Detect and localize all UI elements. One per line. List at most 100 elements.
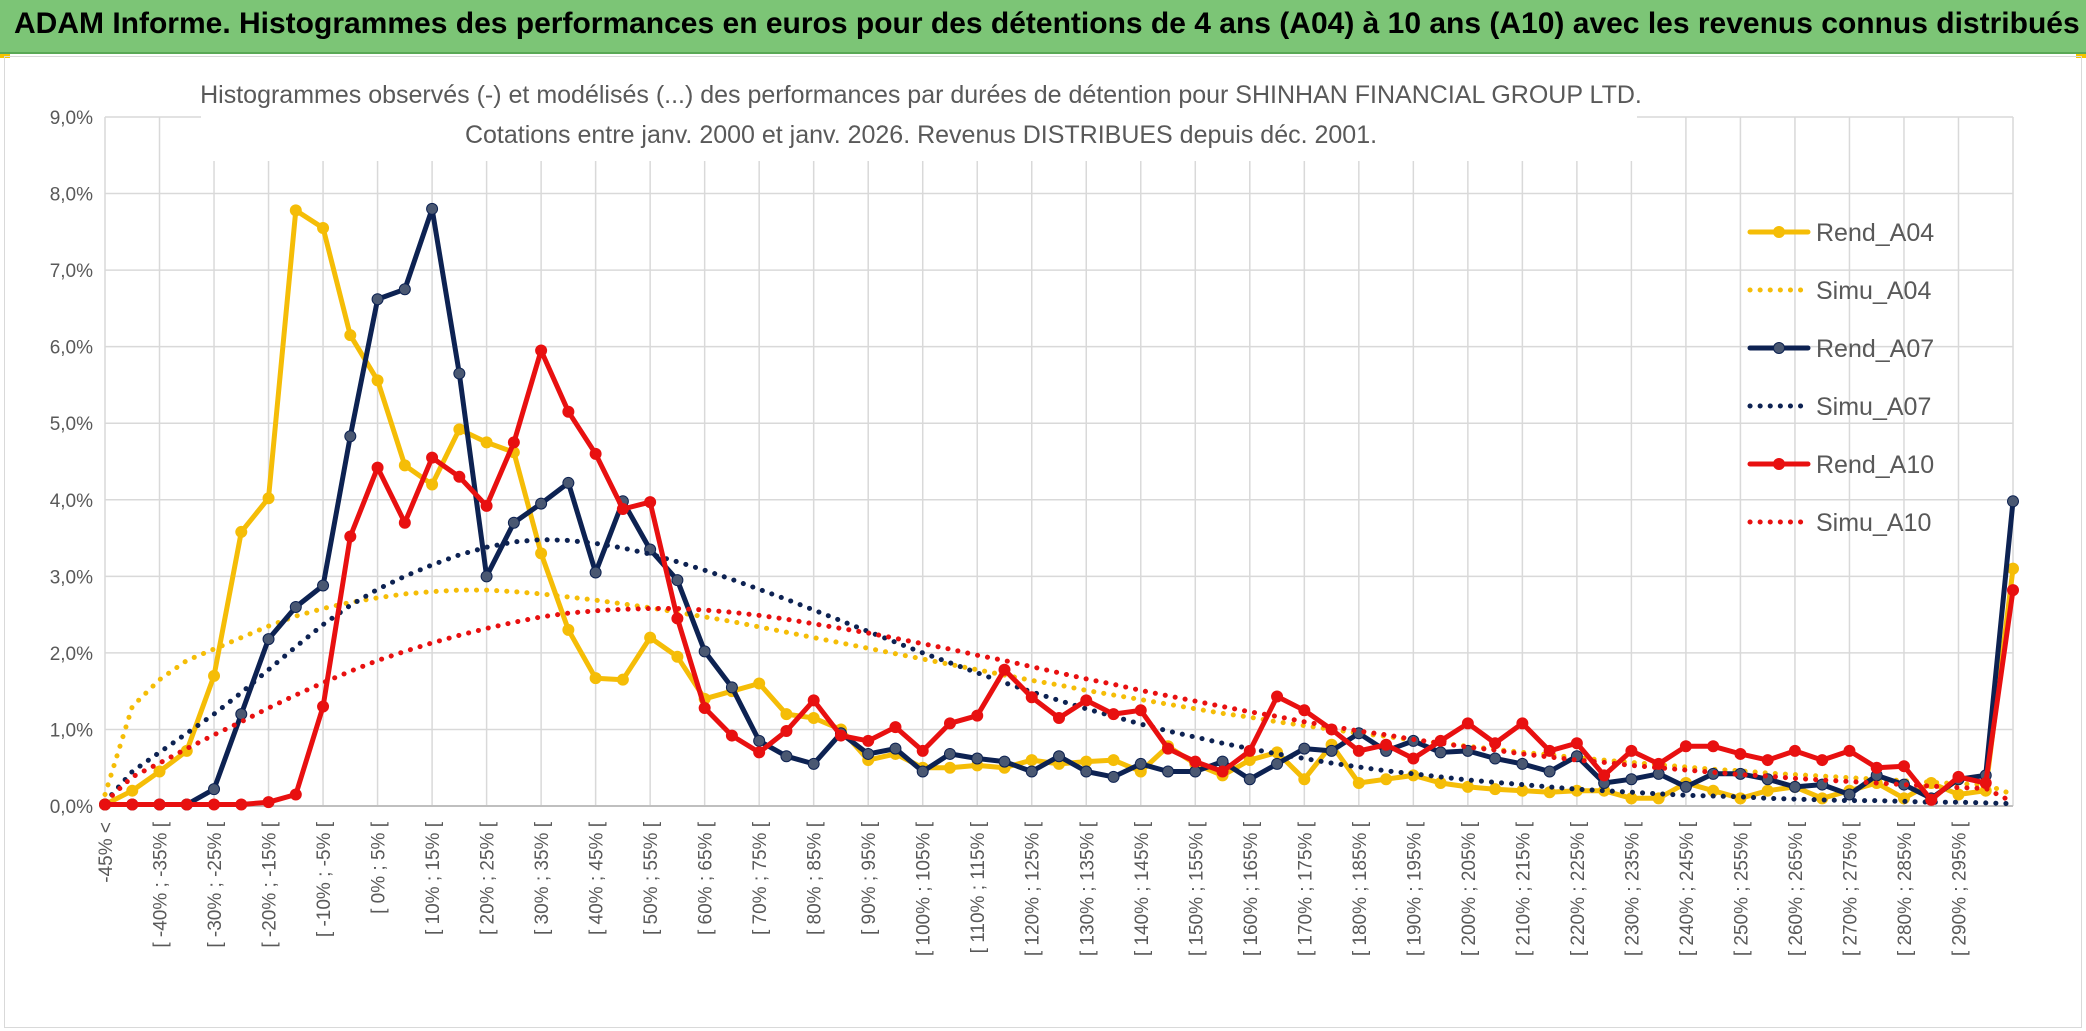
chart-frame: 0,0% 1,0% 2,0% 3,0% 4,0% 5,0% 6,0% 7,0% 8,0% 9,0%… [4,56,2082,1028]
series-line-simu-a04 [102,587,2016,797]
data-point [480,499,493,512]
series-lines [99,202,2019,811]
data-point [1189,765,1202,778]
y-tick-label: 6,0% [50,338,93,359]
data-point [671,650,684,663]
chart-subtitle: Cotations entre janv. 2000 et janv. 2026… [465,121,1377,149]
data-point [289,788,302,801]
data-point [1216,765,1229,778]
header-banner: ADAM Informe. Histogrammes des performan… [0,0,2086,54]
legend-label: Simu_A07 [1816,393,1931,421]
x-tick-label: [ 150% ; 155% [ [1186,821,1207,956]
data-point [780,724,793,737]
data-point [1897,760,1910,773]
data-point [1080,694,1093,707]
data-point [753,746,766,759]
data-point [1134,704,1147,717]
data-point [1189,755,1202,768]
x-tick-label: [ -40% ; -35% [ [151,821,172,947]
data-point [1380,738,1393,751]
data-point [1134,757,1147,770]
y-tick-label: 2,0% [50,644,93,665]
data-point [1489,752,1502,765]
data-point [262,633,275,646]
data-point [262,796,275,809]
data-point [153,765,166,778]
data-point [671,612,684,625]
y-tick-label: 5,0% [50,414,93,435]
data-point [289,600,302,613]
data-point [1107,708,1120,721]
data-point [317,222,330,235]
legend-label: Rend_A10 [1816,451,1934,479]
data-point [1516,757,1529,770]
y-tick-label: 7,0% [50,261,93,282]
data-point [807,757,820,770]
x-tick-label: [ -10% ; -5% [ [314,821,335,937]
data-point [1516,717,1529,730]
data-point [1271,690,1284,703]
data-point [208,798,221,811]
data-point [780,708,793,721]
data-point [1843,788,1856,801]
data-point [1380,773,1393,786]
y-tick-label: 0,0% [50,797,93,818]
series-line-simu-a10 [102,606,2016,805]
data-point [1952,788,1965,801]
data-point [126,798,139,811]
x-tick-label: [ 250% ; 255% [ [1731,821,1752,956]
data-point [780,750,793,763]
x-tick-label: [ 230% ; 235% [ [1622,821,1643,956]
data-point [371,374,384,387]
x-tick-label: [ 270% ; 275% [ [1840,821,1861,956]
data-point [644,631,657,644]
chart-title: Histogrammes observés (-) et modélisés (… [200,81,1642,109]
data-point [1543,744,1556,757]
y-tick-label: 4,0% [50,491,93,512]
x-tick-label: [ 0% ; 5% [ [369,821,390,914]
x-tick-label: [ 200% ; 205% [ [1459,821,1480,956]
data-point [480,436,493,449]
data-point [1080,755,1093,768]
x-tick-label: [ 160% ; 165% [ [1241,821,1262,956]
data-point [971,752,984,765]
data-point [1952,770,1965,783]
data-point [1625,744,1638,757]
data-point [589,447,602,460]
legend-marker [1773,342,1785,354]
x-tick-label: [ 40% ; 45% [ [587,821,608,935]
data-point [1679,780,1692,793]
data-point [1271,757,1284,770]
legend-label: Simu_A04 [1816,277,1931,305]
data-point [1461,780,1474,793]
x-tick-label: [ 10% ; 15% [ [423,821,444,935]
data-point [562,623,575,636]
axes: 0,0% 1,0% 2,0% 3,0% 4,0% 5,0% 6,0% 7,0% 8,0% 9,0%… [50,108,2013,956]
data-point [1925,793,1938,806]
data-point [371,293,384,306]
data-point [725,681,738,694]
data-point [1843,744,1856,757]
data-point [235,798,248,811]
data-point [698,645,711,658]
data-point [1107,754,1120,767]
x-tick-label: [ 60% ; 65% [ [696,821,717,935]
data-point [1352,777,1365,790]
data-point [616,673,629,686]
x-tick-label: [ -30% ; -25% [ [205,821,226,947]
data-point [426,451,439,464]
x-tick-label: [ 260% ; 265% [ [1786,821,1807,956]
data-point [1461,717,1474,730]
data-point [1543,765,1556,778]
data-point [426,202,439,215]
data-point [916,765,929,778]
data-point [1025,754,1038,767]
data-point [1761,784,1774,797]
data-point [589,566,602,579]
data-point [289,204,302,217]
data-point [1570,737,1583,750]
data-point [1053,750,1065,763]
data-point [453,470,466,483]
data-point [998,663,1011,676]
banner-title: ADAM Informe. Histogrammes des performan… [14,7,2080,40]
